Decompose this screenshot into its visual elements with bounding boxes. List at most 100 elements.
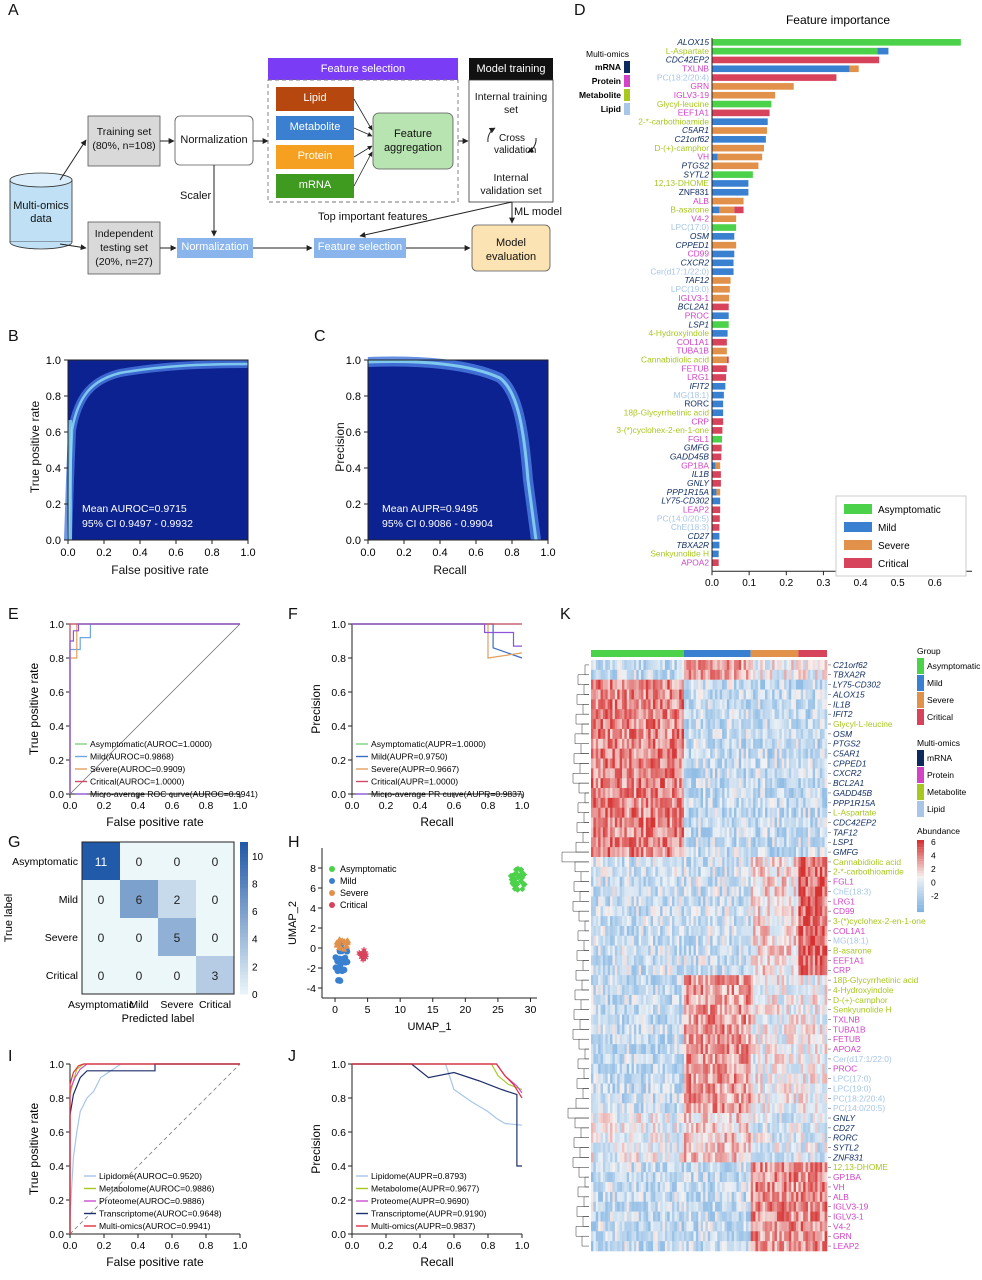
heatmap-cell	[605, 758, 608, 769]
heatmap-cell	[610, 1054, 613, 1065]
heatmap-cell	[669, 827, 673, 838]
colorbar-step	[240, 864, 248, 870]
model-training-header	[469, 58, 553, 80]
heatmap-cell	[650, 965, 654, 976]
heatmap-cell	[798, 857, 802, 868]
heatmap-cell	[755, 768, 759, 779]
heatmap-cell	[612, 728, 616, 740]
heatmap-cell	[745, 1024, 749, 1035]
heatmap-cell	[629, 679, 632, 690]
heatmap-cell	[731, 827, 735, 838]
heatmap-cell	[676, 876, 680, 887]
heatmap-cell	[765, 975, 768, 986]
feature-label: LPC(17:0)	[671, 222, 709, 232]
heatmap-cell	[815, 866, 818, 877]
legend-marker	[329, 902, 335, 908]
heatmap-cell	[688, 1004, 692, 1015]
heatmap-cell	[593, 669, 597, 680]
heatmap-cell	[760, 778, 763, 789]
heatmap-cell	[591, 1004, 594, 1015]
heatmap-cell	[652, 1063, 656, 1074]
heatmap-cell	[738, 886, 742, 897]
heatmap-cell	[695, 994, 699, 1006]
heatmap-cell	[824, 738, 828, 749]
heatmap-cell	[641, 778, 644, 789]
heatmap-cell	[591, 994, 594, 1006]
heatmap-cell	[757, 807, 761, 818]
heatmap-cell	[791, 768, 794, 779]
heatmap-cell	[698, 886, 701, 897]
heatmap-cell	[695, 797, 699, 809]
heatmap-cell	[631, 1063, 635, 1074]
heatmap-cell	[776, 728, 780, 740]
colorbar-step	[240, 990, 248, 995]
heatmap-cell	[662, 994, 666, 1006]
heatmap-cell	[760, 768, 763, 779]
feature-importance-title: Feature importance	[786, 13, 890, 27]
heatmap-cell	[641, 1073, 644, 1084]
heatmap-cell	[621, 847, 625, 858]
curve-line	[352, 1063, 522, 1167]
heatmap-cell	[779, 1014, 783, 1025]
heatmap-cell	[734, 1073, 737, 1084]
heatmap-cell	[612, 1034, 616, 1045]
heatmap-cell	[700, 847, 704, 858]
heatmap-cell	[705, 906, 709, 917]
heatmap-cell	[593, 758, 597, 769]
heatmap-cell	[800, 965, 804, 976]
heatmap-cell	[743, 985, 747, 996]
heatmap-cell	[748, 1024, 752, 1035]
y-tick-label: 0.6	[331, 1127, 346, 1139]
heatmap-cell	[791, 1024, 794, 1035]
heatmap-cell	[734, 778, 737, 789]
heatmap-cell	[643, 699, 647, 710]
heatmap-cell	[769, 758, 773, 769]
heatmap-cell	[629, 719, 632, 730]
class-legend-swatch	[844, 540, 872, 550]
heatmap-cell	[669, 719, 673, 730]
heatmap-cell	[743, 886, 747, 897]
heatmap-cell	[652, 965, 656, 976]
colorbar-step	[240, 914, 248, 919]
heatmap-cell	[760, 1034, 763, 1045]
heatmap-cell	[691, 1073, 694, 1084]
heatmap-cell	[793, 925, 797, 937]
heatmap-cell	[822, 1054, 825, 1065]
heatmap-cell	[798, 837, 802, 848]
heatmap-cell	[807, 847, 811, 858]
heatmap-cell	[731, 817, 735, 828]
heatmap-cell	[688, 689, 692, 700]
heatmap-cell	[822, 1004, 825, 1015]
heatmap-cell	[674, 985, 678, 996]
heatmap-cell	[698, 906, 701, 917]
heatmap-cell	[788, 975, 792, 986]
heatmap-cell	[686, 857, 690, 868]
heatmap-cell	[705, 935, 709, 946]
heatmap-cell	[757, 1073, 761, 1084]
heatmap-cell	[619, 837, 623, 848]
heatmap-cell	[631, 1054, 635, 1065]
heatmap-cell	[812, 807, 816, 818]
heatmap-cell	[674, 807, 678, 818]
heatmap-cell	[798, 748, 802, 759]
heatmap-cell	[726, 817, 730, 828]
feature-bar	[734, 206, 744, 214]
heatmap-cell	[600, 1073, 604, 1084]
omics-legend-label: Lipid	[601, 104, 621, 114]
heatmap-cell	[760, 866, 763, 877]
heatmap-cell	[626, 965, 630, 976]
heatmap-cell	[664, 994, 668, 1006]
heatmap-cell	[612, 778, 616, 789]
heatmap-cell	[800, 679, 804, 690]
feature-bar	[712, 47, 878, 55]
col-label: Asymptomatic	[68, 999, 134, 1011]
heatmap-cell	[779, 935, 783, 946]
legend-label: Critical(AUROC=1.0000)	[90, 777, 184, 787]
heatmap-cell	[614, 788, 618, 799]
heatmap-cell	[722, 886, 725, 897]
heatmap-cell	[633, 1044, 637, 1055]
umap-point: ✱	[359, 949, 366, 958]
heatmap-cell	[736, 896, 740, 907]
heatmap-cell	[631, 1044, 635, 1055]
heatmap-cell	[710, 719, 713, 730]
